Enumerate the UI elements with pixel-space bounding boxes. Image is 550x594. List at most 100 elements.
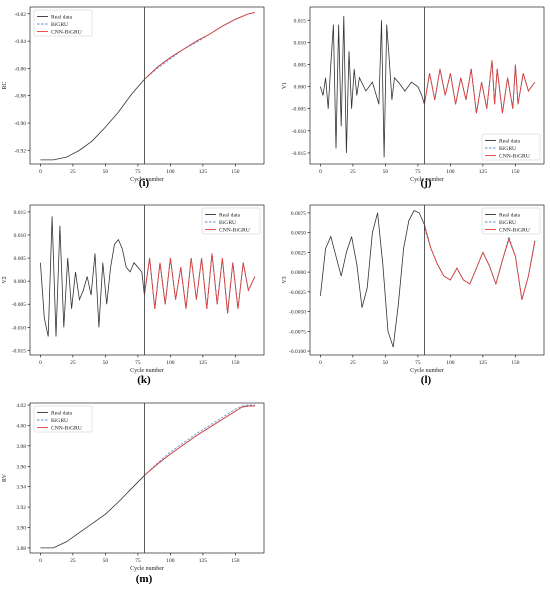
y-tick-label: -0.84: [15, 39, 27, 45]
series-line-bigru: [424, 60, 536, 114]
x-tick-label: 25: [350, 169, 356, 175]
legend-label: Real data: [499, 139, 520, 145]
x-tick-label: 100: [166, 558, 175, 564]
panel-label: (j): [421, 177, 432, 189]
y-axis-title: RV: [2, 473, 8, 482]
y-tick-label: -0.010: [12, 325, 26, 331]
legend-box: [33, 9, 93, 37]
legend-label: Real data: [51, 15, 72, 21]
series-line-real-data: [40, 216, 256, 337]
x-tick-label: 150: [231, 558, 240, 564]
x-tick-label: 100: [166, 360, 175, 366]
x-tick-label: 50: [103, 169, 109, 175]
x-tick-label: 75: [135, 169, 141, 175]
legend-box: [481, 207, 541, 235]
y-tick-label: 3.98: [16, 444, 26, 450]
x-tick-label: 75: [135, 360, 141, 366]
y-tick-label: 0.005: [14, 256, 27, 262]
y-tick-label: -0.015: [292, 151, 306, 157]
y-tick-label: 0.0075: [291, 211, 306, 217]
plot-frame: [29, 402, 265, 554]
legend-box: [481, 133, 541, 161]
series-line-cnn-bigru: [144, 12, 255, 80]
y-tick-label: -0.010: [292, 129, 306, 135]
x-tick-label: 0: [39, 360, 42, 366]
y-tick-label: 4.00: [16, 423, 26, 429]
y-axis-title: V2: [2, 276, 8, 283]
legend-label: Real data: [499, 213, 520, 219]
y-tick-label: -0.005: [292, 107, 306, 113]
x-tick-label: 0: [319, 360, 322, 366]
chart-panel-l: 0 25 50 75 100 125 150 -0.0100 -0.0075 -0.0050 -0.…: [282, 204, 545, 386]
plot-frame: [29, 6, 265, 165]
legend-label: Real data: [219, 213, 240, 219]
y-axis-title: V3: [282, 276, 288, 283]
x-tick-label: 0: [39, 558, 42, 564]
x-axis-title: Cycle number: [410, 368, 444, 374]
y-tick-label: 0.000: [294, 85, 307, 91]
legend-label: BiGRU: [219, 220, 236, 226]
x-tick-label: 150: [511, 169, 520, 175]
x-tick-label: 125: [479, 169, 488, 175]
x-tick-label: 100: [446, 169, 455, 175]
plot-frame: [309, 204, 545, 356]
legend-box: [201, 207, 261, 235]
y-tick-label: -0.015: [12, 348, 26, 354]
legend-label: CNN-BiGRU: [499, 154, 530, 160]
chart-panel-k: 0 25 50 75 100 125 150 -0.015 -0.010 -0.005 0.000 0…: [2, 204, 265, 386]
y-tick-label: -0.0050: [289, 310, 306, 316]
legend-label: CNN-BiGRU: [499, 228, 530, 234]
y-tick-label: 0.015: [14, 210, 27, 216]
series-line-cnn-bigru: [424, 224, 536, 300]
y-tick-label: 3.96: [16, 464, 26, 470]
series-line-cnn-bigru: [424, 60, 536, 114]
y-tick-label: 0.0025: [291, 250, 306, 256]
panel-label: (k): [137, 374, 151, 386]
y-tick-label: 0.0000: [291, 270, 306, 276]
legend-label: BiGRU: [499, 220, 516, 226]
y-tick-label: -0.005: [12, 302, 26, 308]
x-axis-title: Cycle number: [410, 177, 444, 183]
y-tick-label: 0.000: [14, 279, 27, 285]
y-tick-label: -0.0025: [289, 290, 306, 296]
x-axis-title: Cycle number: [130, 177, 164, 183]
legend-label: CNN-BiGRU: [51, 426, 82, 432]
x-tick-label: 125: [199, 169, 208, 175]
y-tick-label: 4.02: [16, 403, 26, 409]
series-line-bigru: [144, 12, 255, 80]
x-tick-label: 25: [70, 558, 76, 564]
x-tick-label: 150: [231, 360, 240, 366]
y-tick-label: 3.90: [16, 525, 26, 531]
x-tick-label: 75: [135, 558, 141, 564]
y-tick-label: -0.90: [15, 121, 27, 127]
series-line-cnn-bigru: [144, 253, 256, 314]
x-tick-label: 150: [231, 169, 240, 175]
legend-label: BiGRU: [499, 146, 516, 152]
legend-label: CNN-BiGRU: [51, 30, 82, 36]
y-tick-label: -0.88: [15, 94, 27, 100]
x-tick-label: 75: [415, 360, 421, 366]
panel-label: (m): [136, 573, 153, 585]
x-tick-label: 150: [511, 360, 520, 366]
panel-label: (i): [139, 177, 150, 189]
x-tick-label: 125: [199, 558, 208, 564]
y-tick-label: 0.010: [294, 40, 307, 46]
x-tick-label: 0: [319, 169, 322, 175]
legend-label: CNN-BiGRU: [219, 228, 250, 234]
x-tick-label: 125: [199, 360, 208, 366]
x-tick-label: 50: [103, 360, 109, 366]
y-tick-label: -0.0075: [289, 329, 306, 335]
y-tick-label: -0.0100: [289, 349, 306, 355]
x-tick-label: 50: [103, 558, 109, 564]
y-tick-label: -0.92: [15, 148, 27, 154]
plot-frame: [309, 6, 545, 165]
chart-panel-j: 0 25 50 75 100 125 150 -0.015 -0.010 -0.005 0.000 0…: [282, 6, 545, 189]
y-tick-label: 0.010: [14, 233, 27, 239]
x-tick-label: 50: [383, 169, 389, 175]
x-axis-title: Cycle number: [130, 368, 164, 374]
